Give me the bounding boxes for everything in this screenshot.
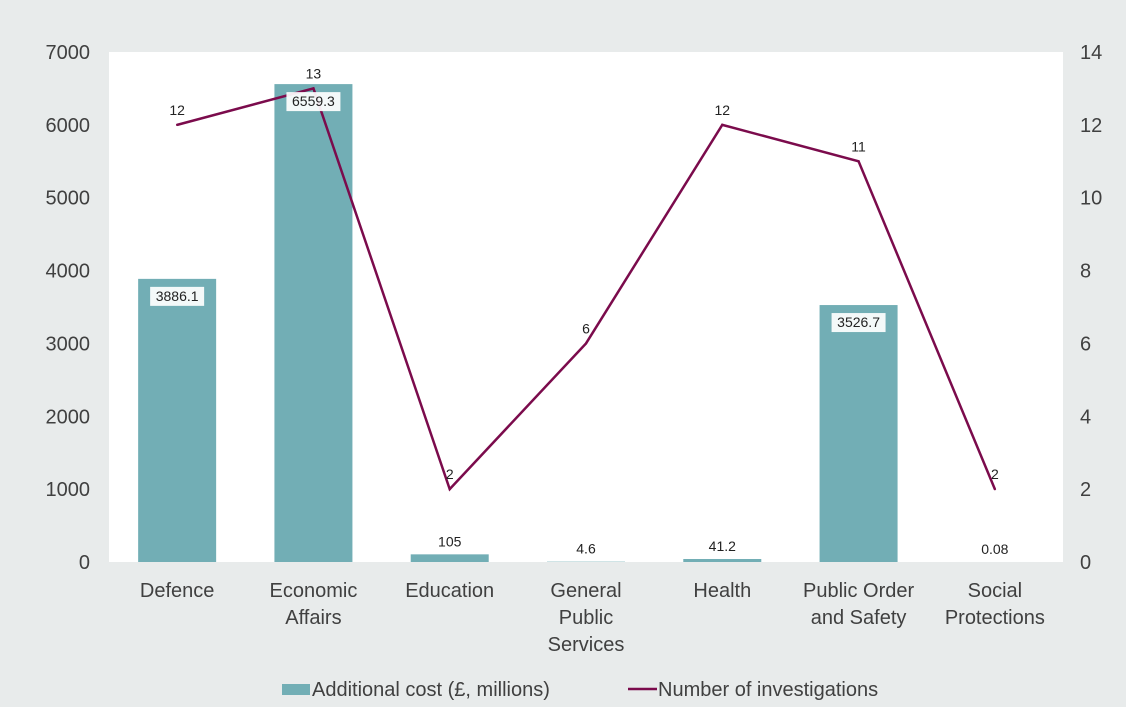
bar-label-0: 3886.1 <box>156 288 199 304</box>
category-label-6: Social Protections <box>945 580 1045 629</box>
legend-label-bar: Additional cost (£, millions) <box>312 679 550 701</box>
line-label-4: 12 <box>714 102 730 118</box>
category-label-line: General <box>550 580 621 602</box>
right-axis-tick-3: 6 <box>1080 333 1091 355</box>
bar-label-1: 6559.3 <box>292 93 335 109</box>
left-axis-tick-4: 4000 <box>46 261 91 283</box>
bar-label-5: 3526.7 <box>837 314 880 330</box>
bar-4 <box>683 559 761 562</box>
category-label-line: Public Order <box>803 580 914 602</box>
category-label-line: Affairs <box>285 607 341 629</box>
line-point-0 <box>176 124 178 126</box>
right-axis-tick-0: 0 <box>1080 552 1091 574</box>
category-label-2: Education <box>405 580 494 602</box>
line-label-2: 2 <box>446 466 454 482</box>
bar-label-6: 0.08 <box>981 541 1008 557</box>
category-label-4: Health <box>693 580 751 602</box>
category-label-line: Economic <box>270 580 358 602</box>
line-label-3: 6 <box>582 320 590 336</box>
line-label-6: 2 <box>991 466 999 482</box>
line-label-5: 11 <box>851 138 866 154</box>
category-label-0: Defence <box>140 580 215 602</box>
category-label-line: Social <box>968 580 1022 602</box>
legend: Additional cost (£, millions) Number of … <box>282 679 878 701</box>
right-axis-tick-1: 2 <box>1080 479 1091 501</box>
line-label-1: 13 <box>306 65 322 81</box>
line-point-3 <box>585 342 587 344</box>
left-axis-tick-7: 7000 <box>46 42 91 64</box>
bar-label-2: 105 <box>438 533 462 549</box>
legend-swatch-bar <box>282 684 310 695</box>
category-label-line: Health <box>693 580 751 602</box>
left-axis-tick-3: 3000 <box>46 333 91 355</box>
legend-label-line: Number of investigations <box>658 679 878 701</box>
line-point-2 <box>449 488 451 490</box>
category-label-line: Defence <box>140 580 215 602</box>
right-axis-tick-7: 14 <box>1080 42 1102 64</box>
bar-label-4: 41.2 <box>709 538 736 554</box>
left-axis-tick-1: 1000 <box>46 479 91 501</box>
right-axis-tick-4: 8 <box>1080 261 1091 283</box>
line-point-5 <box>857 160 859 162</box>
left-axis-tick-0: 0 <box>79 552 90 574</box>
right-axis-tick-2: 4 <box>1080 406 1091 428</box>
left-axis-tick-2: 2000 <box>46 406 91 428</box>
left-axis-tick-5: 5000 <box>46 188 91 210</box>
category-label-3: General Public Services <box>548 580 625 656</box>
line-point-1 <box>312 87 314 89</box>
category-label-5: Public Order and Safety <box>803 580 914 629</box>
bar-2 <box>411 554 489 562</box>
right-axis-tick-6: 12 <box>1080 115 1102 137</box>
bar-1 <box>274 84 352 562</box>
bar-0 <box>138 279 216 562</box>
line-point-6 <box>994 488 996 490</box>
line-point-4 <box>721 124 723 126</box>
category-label-line: Services <box>548 634 625 656</box>
line-label-0: 12 <box>169 102 185 118</box>
left-axis-tick-6: 6000 <box>46 115 91 137</box>
category-label-line: Public <box>559 607 613 629</box>
bar-5 <box>820 305 898 562</box>
category-label-1: Economic Affairs <box>270 580 358 629</box>
category-label-line: and Safety <box>811 607 907 629</box>
category-label-line: Education <box>405 580 494 602</box>
bar-label-3: 4.6 <box>576 541 596 557</box>
right-axis-tick-5: 10 <box>1080 188 1102 210</box>
category-label-line: Protections <box>945 607 1045 629</box>
